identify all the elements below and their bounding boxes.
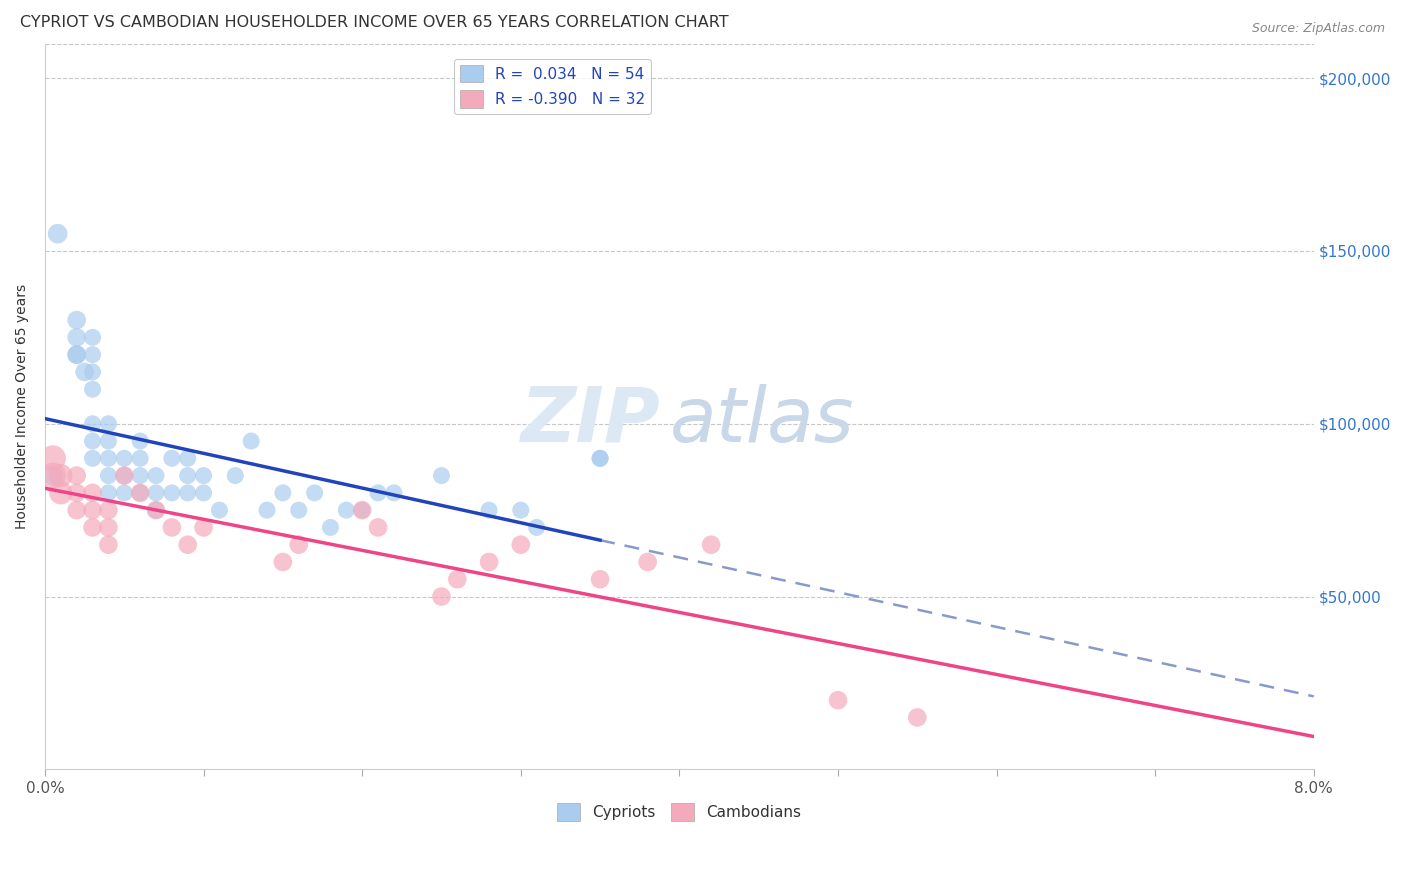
- Point: [193, 520, 215, 534]
- Point: [193, 486, 215, 500]
- Point: [112, 468, 135, 483]
- Point: [160, 520, 183, 534]
- Point: [287, 503, 309, 517]
- Point: [145, 503, 167, 517]
- Point: [256, 503, 278, 517]
- Point: [42, 468, 65, 483]
- Point: [42, 451, 65, 466]
- Point: [82, 520, 104, 534]
- Point: [97, 486, 120, 500]
- Point: [827, 693, 849, 707]
- Point: [160, 451, 183, 466]
- Text: ZIP: ZIP: [520, 384, 661, 458]
- Point: [509, 503, 531, 517]
- Point: [97, 468, 120, 483]
- Point: [82, 434, 104, 448]
- Point: [478, 503, 501, 517]
- Point: [446, 572, 468, 586]
- Point: [430, 590, 453, 604]
- Point: [589, 572, 612, 586]
- Point: [82, 348, 104, 362]
- Point: [177, 538, 200, 552]
- Point: [526, 520, 548, 534]
- Point: [589, 451, 612, 466]
- Point: [145, 486, 167, 500]
- Point: [112, 451, 135, 466]
- Point: [73, 365, 96, 379]
- Point: [637, 555, 659, 569]
- Point: [129, 486, 152, 500]
- Y-axis label: Householder Income Over 65 years: Householder Income Over 65 years: [15, 284, 30, 529]
- Point: [112, 468, 135, 483]
- Text: CYPRIOT VS CAMBODIAN HOUSEHOLDER INCOME OVER 65 YEARS CORRELATION CHART: CYPRIOT VS CAMBODIAN HOUSEHOLDER INCOME …: [20, 15, 728, 30]
- Point: [129, 451, 152, 466]
- Point: [700, 538, 723, 552]
- Point: [66, 503, 89, 517]
- Point: [66, 313, 89, 327]
- Point: [97, 520, 120, 534]
- Point: [49, 486, 72, 500]
- Point: [82, 417, 104, 431]
- Point: [82, 330, 104, 344]
- Point: [367, 520, 389, 534]
- Point: [66, 330, 89, 344]
- Point: [352, 503, 374, 517]
- Point: [177, 451, 200, 466]
- Point: [49, 468, 72, 483]
- Point: [319, 520, 342, 534]
- Point: [129, 434, 152, 448]
- Point: [287, 538, 309, 552]
- Point: [240, 434, 263, 448]
- Point: [177, 486, 200, 500]
- Point: [145, 468, 167, 483]
- Point: [66, 486, 89, 500]
- Point: [382, 486, 405, 500]
- Point: [271, 486, 294, 500]
- Point: [46, 227, 69, 241]
- Point: [66, 468, 89, 483]
- Point: [82, 365, 104, 379]
- Point: [97, 451, 120, 466]
- Point: [335, 503, 357, 517]
- Point: [66, 348, 89, 362]
- Point: [97, 417, 120, 431]
- Point: [97, 434, 120, 448]
- Point: [42, 468, 65, 483]
- Point: [129, 486, 152, 500]
- Point: [160, 486, 183, 500]
- Point: [367, 486, 389, 500]
- Point: [271, 555, 294, 569]
- Point: [905, 710, 928, 724]
- Point: [509, 538, 531, 552]
- Point: [430, 468, 453, 483]
- Point: [66, 348, 89, 362]
- Point: [177, 468, 200, 483]
- Point: [208, 503, 231, 517]
- Point: [224, 468, 246, 483]
- Point: [112, 486, 135, 500]
- Point: [589, 451, 612, 466]
- Point: [352, 503, 374, 517]
- Text: Source: ZipAtlas.com: Source: ZipAtlas.com: [1251, 22, 1385, 36]
- Point: [129, 468, 152, 483]
- Point: [193, 468, 215, 483]
- Point: [82, 451, 104, 466]
- Text: atlas: atlas: [669, 384, 853, 458]
- Point: [304, 486, 326, 500]
- Point: [82, 503, 104, 517]
- Legend: Cypriots, Cambodians: Cypriots, Cambodians: [551, 797, 807, 827]
- Point: [82, 382, 104, 396]
- Point: [478, 555, 501, 569]
- Point: [82, 486, 104, 500]
- Point: [97, 503, 120, 517]
- Point: [97, 538, 120, 552]
- Point: [145, 503, 167, 517]
